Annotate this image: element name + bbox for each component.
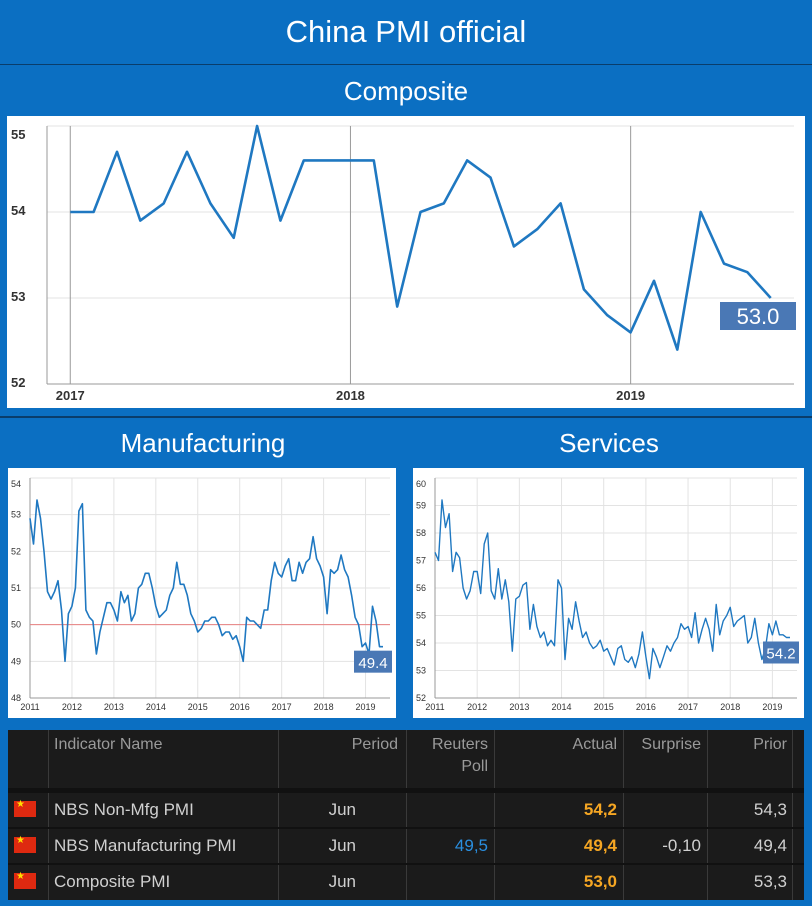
- x-tick-label: 2017: [678, 702, 698, 712]
- row-prior: 54,3: [753, 800, 787, 819]
- y-tick-label: 55: [416, 611, 426, 621]
- header-reuters-poll-line1[interactable]: Reuters: [431, 736, 488, 753]
- y-tick-label: 49: [11, 656, 21, 666]
- y-tick-label: 57: [416, 556, 426, 566]
- x-tick-label: 2012: [62, 702, 82, 712]
- manufacturing-section-title: Manufacturing: [0, 418, 406, 468]
- last-value-box: [720, 302, 796, 330]
- last-value-box: [354, 650, 392, 673]
- row-poll: 49,5: [454, 836, 488, 855]
- row-indicator-name: NBS Manufacturing PMI: [54, 836, 237, 855]
- y-tick-label: 58: [416, 528, 426, 538]
- china-flag-icon: ★: [14, 835, 36, 853]
- table-row[interactable]: ★ NBS Manufacturing PMI Jun 49,5 49,4 -0…: [8, 829, 804, 865]
- row-prior: 49,4: [753, 836, 787, 855]
- series-line: [434, 499, 790, 680]
- x-tick-label: 2019: [616, 388, 645, 403]
- y-tick-label: 56: [416, 583, 426, 593]
- composite-chart: 52 53 54 55 2017 2018 2019 53.0: [11, 124, 796, 403]
- x-tick-label: 2018: [336, 388, 365, 403]
- y-tick-label: 51: [11, 583, 21, 593]
- row-period: Jun: [328, 872, 356, 891]
- y-tick-label: 54: [11, 479, 21, 489]
- y-tick-label: 48: [11, 693, 21, 703]
- x-tick-label: 2013: [509, 702, 529, 712]
- header-reuters-poll-line2[interactable]: Poll: [461, 758, 488, 775]
- header-actual[interactable]: Actual: [572, 736, 617, 753]
- table-header: Indicator Name Period Reuters Poll Actua…: [8, 730, 804, 786]
- services-chart-panel: 52 53 54 55 56 57 58 59 60 2011 2012 2013 2014 2015 20…: [413, 468, 804, 718]
- x-tick-label: 2016: [636, 702, 656, 712]
- x-tick-label: 2011: [20, 702, 39, 712]
- series-line: [29, 499, 383, 663]
- y-tick-label: 52: [11, 375, 25, 390]
- y-tick-label: 52: [11, 546, 21, 556]
- row-indicator-name: NBS Non-Mfg PMI: [54, 800, 194, 819]
- y-tick-label: 53: [416, 666, 426, 676]
- series-line: [70, 124, 772, 351]
- page-title: China PMI official: [0, 0, 812, 65]
- manufacturing-chart-panel: 48 49 50 51 52 53 54 2011 2012 2013 2014 2015 2016 20…: [8, 468, 396, 718]
- header-prior[interactable]: Prior: [753, 736, 787, 753]
- row-actual: 49,4: [583, 836, 617, 855]
- composite-section-title: Composite: [0, 66, 812, 116]
- x-tick-label: 2018: [314, 702, 334, 712]
- x-tick-label: 2011: [425, 702, 444, 712]
- pmi-table: Indicator Name Period Reuters Poll Actua…: [8, 730, 804, 900]
- x-tick-label: 2019: [762, 702, 782, 712]
- row-actual: 54,2: [583, 800, 617, 819]
- china-flag-icon: ★: [14, 871, 36, 889]
- y-tick-label: 54: [416, 638, 426, 648]
- header-surprise[interactable]: Surprise: [641, 736, 701, 753]
- composite-chart-panel: 52 53 54 55 2017 2018 2019 53.0: [7, 116, 805, 408]
- y-tick-label: 52: [416, 693, 426, 703]
- x-tick-label: 2019: [356, 702, 376, 712]
- last-value-label: 53.0: [737, 304, 780, 329]
- table-row[interactable]: ★ Composite PMI Jun 53,0 53,3: [8, 865, 804, 899]
- row-period: Jun: [328, 836, 356, 855]
- row-period: Jun: [328, 800, 356, 819]
- y-tick-label: 50: [11, 620, 21, 630]
- services-section-title: Services: [406, 418, 812, 468]
- x-tick-label: 2014: [146, 702, 166, 712]
- x-tick-label: 2016: [230, 702, 250, 712]
- row-indicator-name: Composite PMI: [54, 872, 171, 891]
- x-tick-label: 2012: [467, 702, 487, 712]
- row-actual: 53,0: [583, 872, 617, 891]
- y-tick-label: 55: [11, 127, 25, 142]
- services-chart: 52 53 54 55 56 57 58 59 60 2011 2012 2013 2014 2015 20…: [416, 477, 799, 712]
- table-row[interactable]: ★ NBS Non-Mfg PMI Jun 54,2 54,3: [8, 793, 804, 829]
- last-value-box: [763, 641, 799, 664]
- last-value-label: 54.2: [766, 646, 795, 663]
- x-tick-label: 2018: [720, 702, 740, 712]
- row-prior: 53,3: [753, 872, 787, 891]
- last-value-label: 49.4: [358, 655, 387, 672]
- y-tick-label: 60: [416, 479, 426, 489]
- x-tick-label: 2014: [552, 702, 572, 712]
- row-surprise: -0,10: [662, 836, 701, 855]
- y-tick-label: 59: [416, 501, 426, 511]
- x-tick-label: 2015: [594, 702, 614, 712]
- y-tick-label: 53: [11, 289, 25, 304]
- manufacturing-chart: 48 49 50 51 52 53 54 2011 2012 2013 2014 2015 2016 20…: [11, 477, 392, 712]
- x-tick-label: 2017: [272, 702, 292, 712]
- x-tick-label: 2017: [56, 388, 85, 403]
- header-period[interactable]: Period: [351, 736, 398, 753]
- china-flag-icon: ★: [14, 799, 36, 817]
- x-tick-label: 2013: [104, 702, 124, 712]
- y-tick-label: 53: [11, 510, 21, 520]
- y-tick-label: 54: [11, 203, 26, 218]
- x-tick-label: 2015: [188, 702, 208, 712]
- header-indicator-name[interactable]: Indicator Name: [54, 736, 163, 753]
